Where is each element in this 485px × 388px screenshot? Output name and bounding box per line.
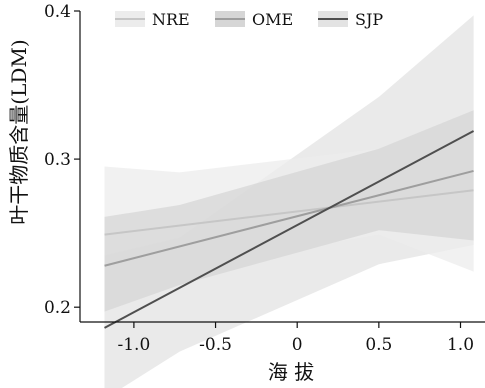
legend-label: OME bbox=[252, 10, 293, 29]
y-tick-label: 0.4 bbox=[44, 2, 71, 22]
x-tick-label: -1.0 bbox=[118, 335, 151, 355]
line-ome bbox=[104, 169, 474, 267]
legend-label: NRE bbox=[152, 10, 190, 29]
x-axis-title: 海 拔 bbox=[268, 360, 314, 384]
x-tick-label: 0 bbox=[292, 335, 303, 355]
y-tick-label: 0.2 bbox=[44, 298, 71, 318]
legend-item-nre: NRE bbox=[115, 10, 190, 29]
confidence-bands bbox=[104, 15, 474, 388]
line-sjp bbox=[104, 130, 475, 329]
legend-label: SJP bbox=[355, 10, 383, 29]
legend-item-ome: OME bbox=[215, 10, 293, 29]
legend: NRE OME SJP bbox=[115, 10, 383, 29]
x-tick-label: -0.5 bbox=[199, 335, 232, 355]
y-tick-label: 0.3 bbox=[44, 150, 71, 170]
legend-item-sjp: SJP bbox=[318, 10, 383, 29]
band-ome bbox=[104, 110, 474, 312]
x-tick-label: 1.0 bbox=[447, 335, 474, 355]
x-tick-label: 0.5 bbox=[365, 335, 392, 355]
axes: -1.0 -0.5 0 0.5 1.0 0.2 0.3 0.4 bbox=[44, 2, 485, 355]
line-nre bbox=[104, 189, 474, 236]
y-axis-title: 叶干物质含量(LDM) bbox=[7, 39, 31, 224]
series-lines bbox=[104, 130, 475, 329]
